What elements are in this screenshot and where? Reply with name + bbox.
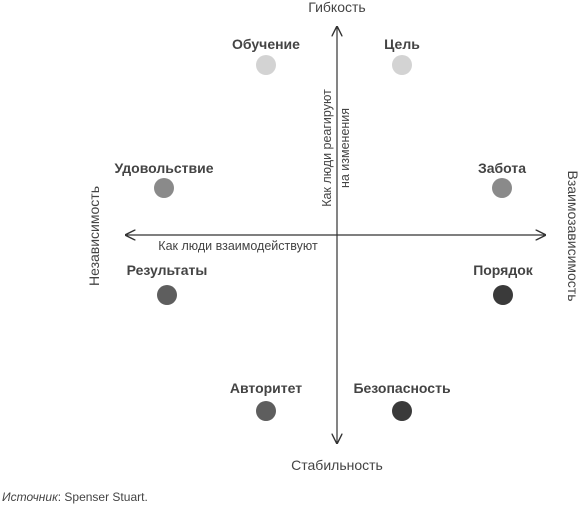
- vertical-axis-caption-line1: Как люди реагируют: [320, 89, 334, 207]
- style-label: Обучение: [232, 36, 300, 52]
- vertical-axis-caption-line2: на изменения: [338, 108, 352, 188]
- style-dot: [392, 55, 412, 75]
- style-authority: Авторитет: [230, 380, 302, 421]
- style-label: Порядок: [473, 262, 534, 278]
- style-label: Авторитет: [230, 380, 302, 396]
- style-results: Результаты: [127, 262, 208, 305]
- source-prefix: Источник: [2, 490, 58, 504]
- axis-label-left: Независимость: [86, 186, 102, 286]
- style-dot: [256, 55, 276, 75]
- style-dot: [154, 178, 174, 198]
- style-purpose: Цель: [384, 36, 420, 75]
- style-enjoyment: Удовольствие: [114, 160, 214, 198]
- style-dot: [157, 285, 177, 305]
- style-label: Забота: [478, 160, 526, 176]
- style-label: Цель: [384, 36, 420, 52]
- style-label: Безопасность: [353, 380, 451, 396]
- axis-label-bottom: Стабильность: [291, 457, 383, 473]
- axis-label-top: Гибкость: [308, 0, 365, 15]
- style-label: Результаты: [127, 262, 208, 278]
- source-text: : Spenser Stuart.: [57, 490, 148, 504]
- style-dot: [493, 285, 513, 305]
- axis-label-right: Взаимозависимость: [565, 170, 580, 301]
- horizontal-axis-caption: Как люди взаимодействуют: [158, 239, 318, 253]
- style-dot: [256, 401, 276, 421]
- style-label: Удовольствие: [114, 160, 213, 176]
- style-caring: Забота: [478, 160, 526, 198]
- style-dot: [392, 401, 412, 421]
- style-learning: Обучение: [232, 36, 300, 75]
- style-dot: [492, 178, 512, 198]
- style-order: Порядок: [473, 262, 534, 305]
- style-safety: Безопасность: [353, 380, 451, 421]
- source-note: Источник: Spenser Stuart.: [2, 490, 148, 504]
